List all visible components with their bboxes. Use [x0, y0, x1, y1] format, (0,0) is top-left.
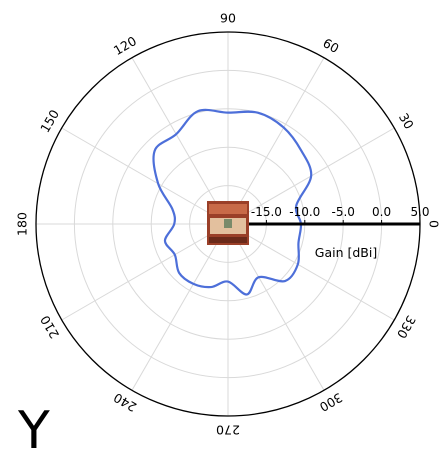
angular-tick-label-300: 300	[317, 390, 345, 415]
thumbnail-bottom-band	[209, 237, 247, 243]
angular-tick-label-330: 330	[394, 313, 419, 341]
thumbnail-top-band	[209, 204, 247, 214]
grid-spoke-240	[131, 223, 229, 391]
grid-spoke-330	[227, 223, 395, 321]
angular-tick-label-60: 60	[320, 35, 341, 56]
radial-tick-label: 5.0	[410, 205, 429, 219]
radial-tick-label: -5.0	[331, 205, 354, 219]
radial-tick-label: 0.0	[372, 205, 391, 219]
angular-tick-label-180: 180	[15, 212, 30, 236]
angular-tick-label-270: 270	[216, 423, 240, 438]
grid-spoke-120	[131, 57, 229, 225]
series-line-0	[152, 108, 313, 296]
thumbnail-chip	[224, 219, 232, 228]
grid-spoke-150	[61, 127, 229, 225]
polar-gain-chart: -15.0 -10.0 -5.0 0.0 5.0 Gain [dBi] 0 30 60 90 120…	[15, 11, 442, 438]
grid-spoke-300	[227, 223, 325, 391]
grid-spoke-210	[61, 223, 229, 321]
angular-tick-label-210: 210	[37, 313, 62, 341]
angular-tick-label-240: 240	[111, 390, 139, 415]
angular-tick-label-0: 0	[427, 220, 442, 228]
series-layer	[152, 108, 313, 296]
grid-spoke-60	[227, 57, 325, 225]
angular-tick-label-150: 150	[37, 107, 62, 135]
angular-tick-label-30: 30	[396, 110, 417, 131]
angular-tick-label-120: 120	[111, 33, 139, 58]
radial-tick-label: -15.0	[251, 205, 282, 219]
antenna-thumbnail	[207, 201, 249, 245]
radial-tick-label: -10.0	[289, 205, 320, 219]
large-y-glyph: Y	[18, 401, 50, 461]
radial-axis	[228, 220, 421, 226]
radial-axis-label: Gain [dBi]	[315, 245, 377, 260]
angular-tick-label-90: 90	[220, 11, 236, 26]
